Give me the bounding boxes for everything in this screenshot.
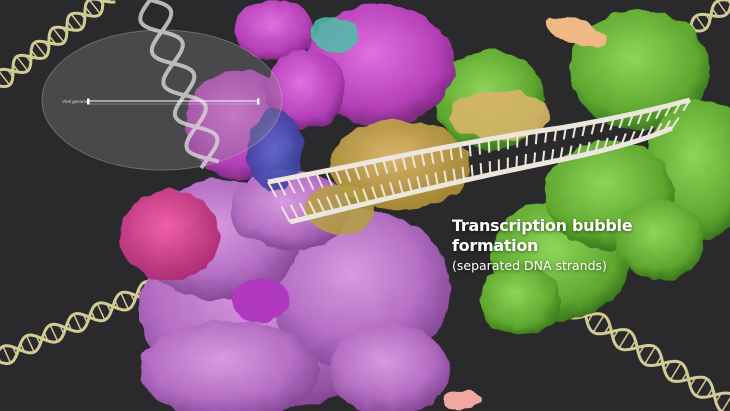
genome-minimap[interactable] [41, 0, 283, 171]
track-end-marker [257, 98, 260, 105]
caption-title-line-2: formation [452, 236, 539, 255]
transcription-bubble-dna [267, 97, 691, 225]
track-start-marker[interactable] [87, 98, 90, 105]
minimap-helix [138, 0, 220, 170]
caption-subtitle: (separated DNA strands) [452, 258, 607, 273]
peach-peptide-chain [544, 16, 606, 48]
helix-top-right [688, 0, 730, 33]
salmon-fragment [442, 390, 482, 410]
pink-subunit [120, 190, 220, 280]
viral-genome-label: Viral genome [62, 99, 89, 104]
teal-blue-domains [247, 17, 360, 190]
helix-bottom-left [0, 279, 162, 366]
green-protein-cluster [435, 10, 730, 335]
caption: Transcription bubble formation (separate… [452, 216, 633, 274]
helix-top-left [0, 0, 116, 88]
caption-title-line-1: Transcription bubble [452, 216, 633, 235]
